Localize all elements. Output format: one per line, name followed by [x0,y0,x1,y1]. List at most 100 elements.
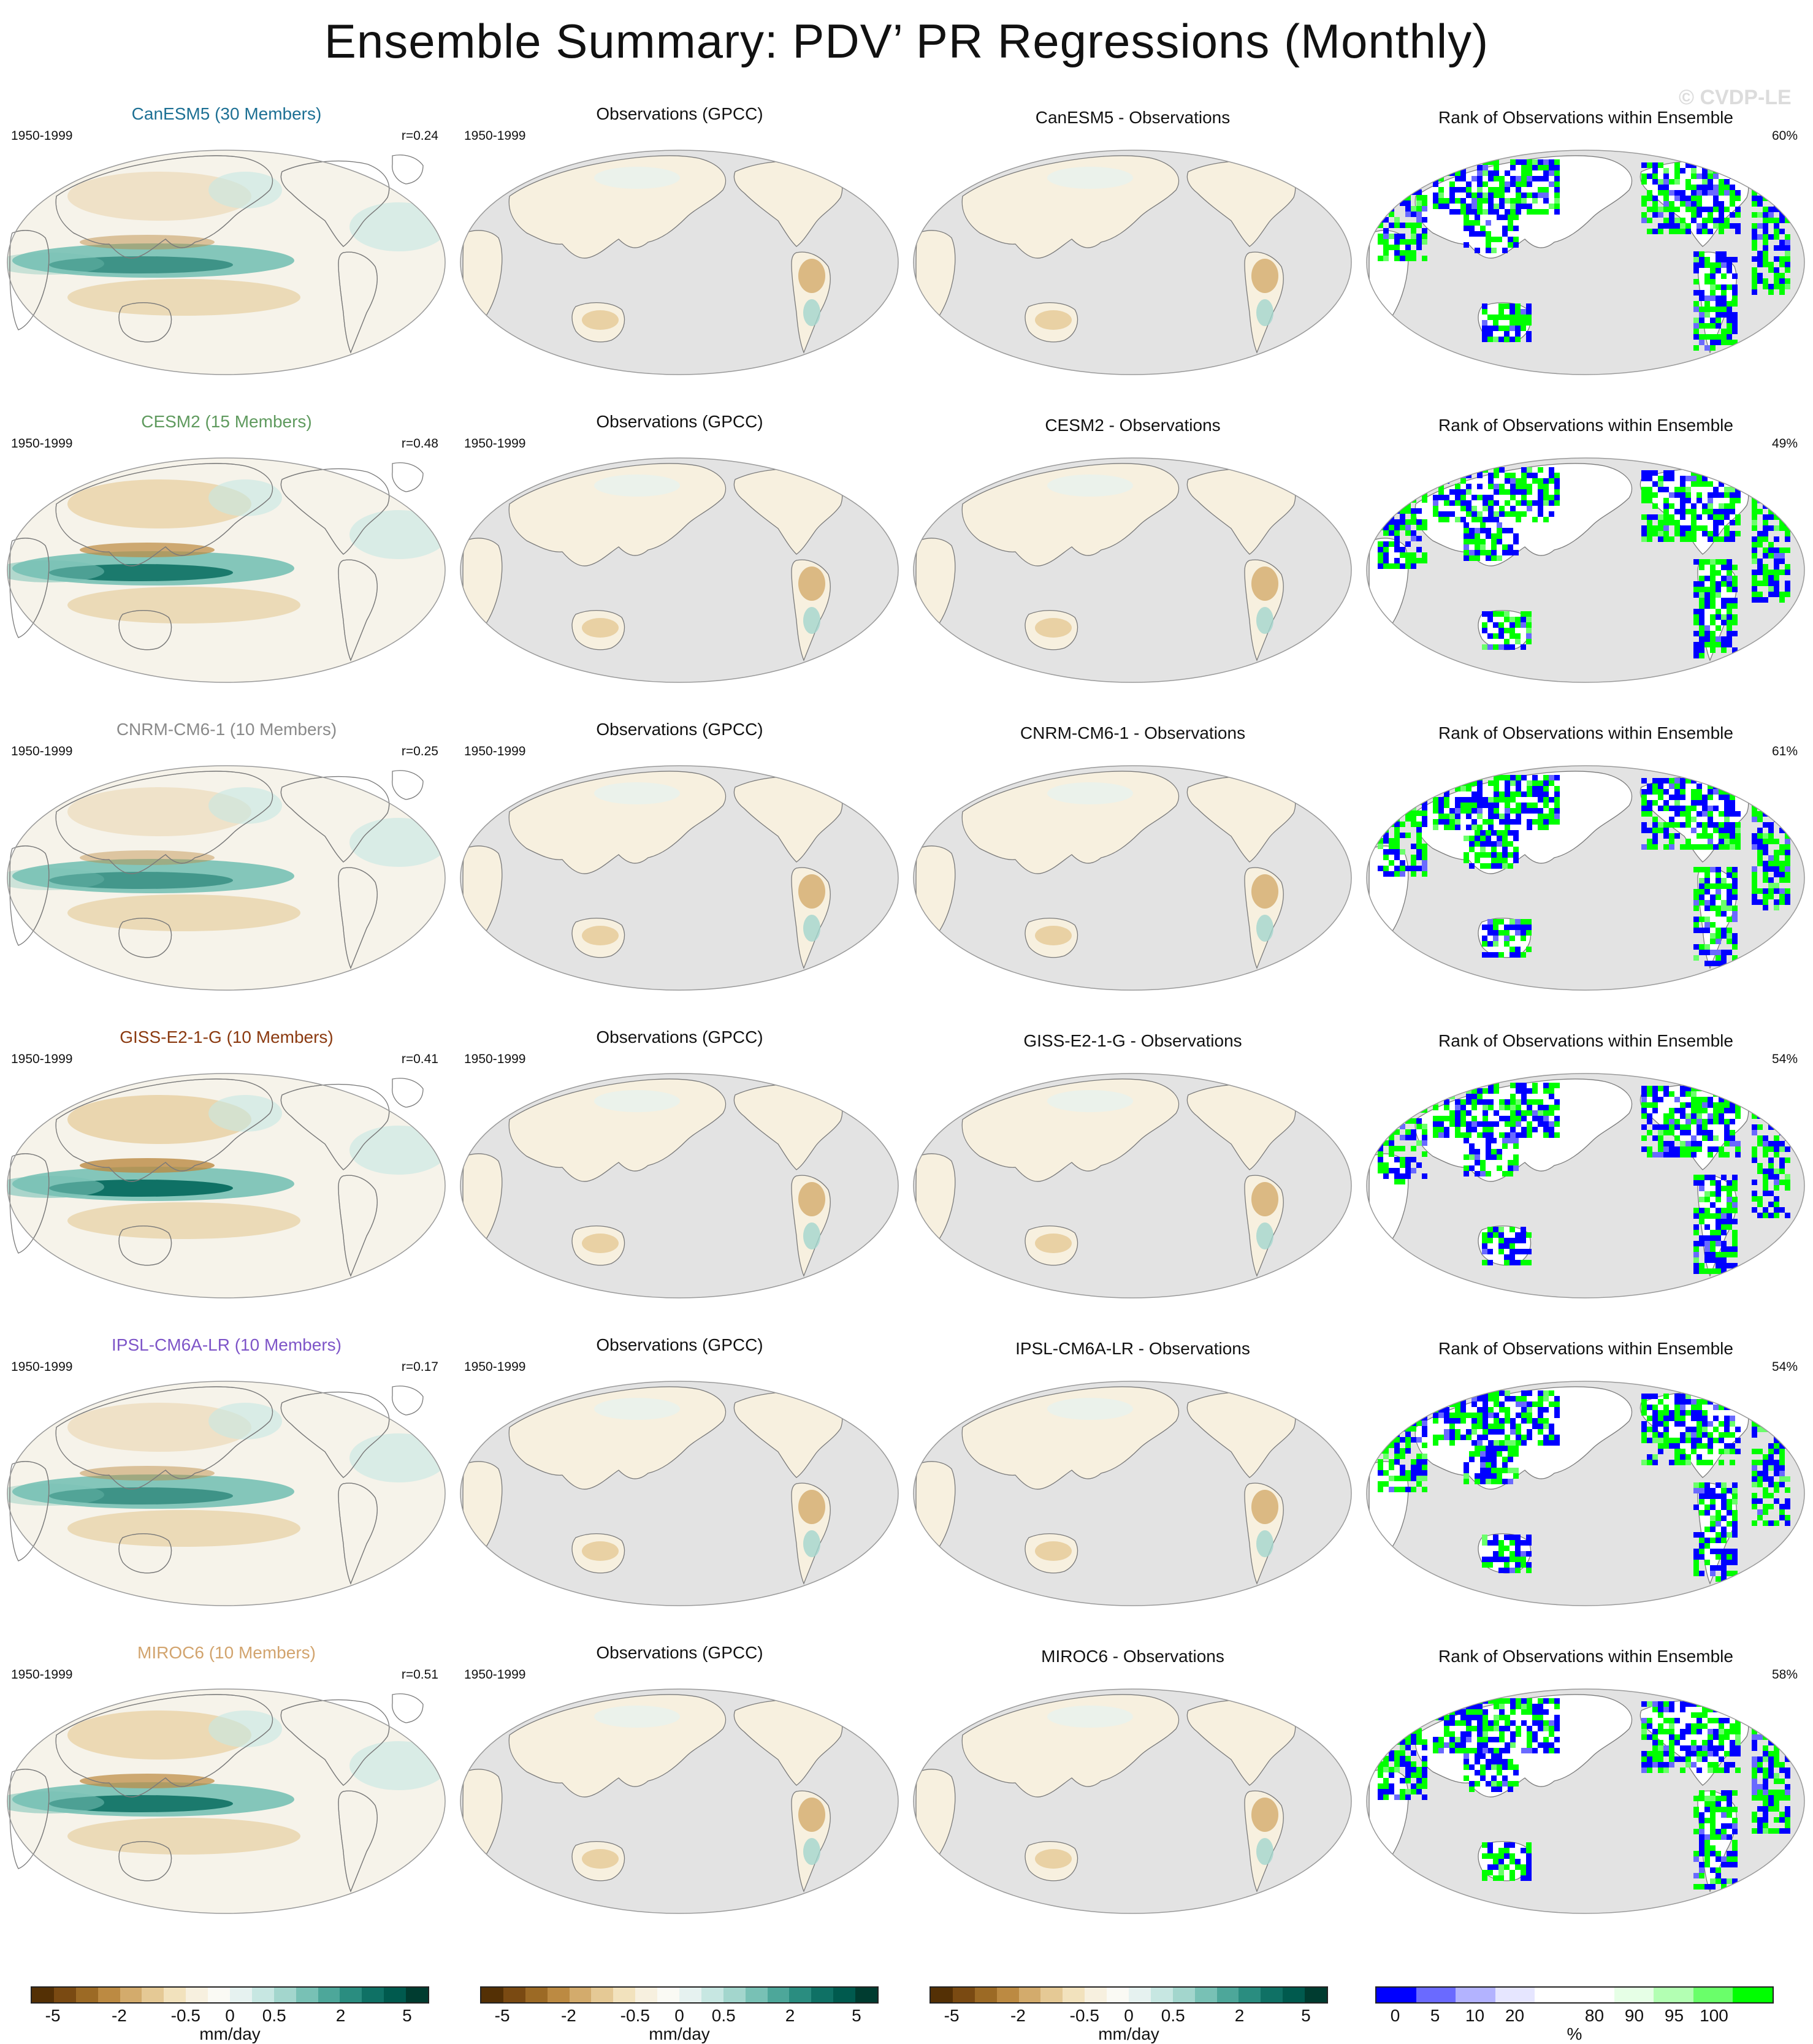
rank-cell [1460,1731,1466,1737]
rank-cell [1411,822,1416,827]
asia-europe-outline-overlay [55,1078,273,1182]
rank-cell [1543,1396,1549,1401]
rank-cell [1779,245,1785,251]
rank-cell [1444,797,1449,803]
rank-cell [1378,503,1383,508]
rank-cell [1488,1440,1494,1446]
panel-rank: Rank of Observations within Ensemble 54% [1359,1323,1812,1623]
rank-cell [1527,1390,1532,1396]
rank-cell [1510,204,1516,209]
rank-cell [1713,1751,1719,1756]
rank-cell [1554,803,1560,808]
rank-cell [1752,806,1757,811]
rank-cell [1411,1767,1416,1772]
rank-cell [1652,839,1658,844]
australia-anomaly [1035,1234,1072,1253]
rank-cell [1466,467,1471,473]
rank-cell [1663,1405,1669,1410]
amazon-dry-anomaly [798,1798,825,1832]
rank-cell [1526,1875,1532,1881]
rank-cell [1704,334,1710,340]
rank-cell [1487,611,1493,617]
rank-cell [1488,1429,1494,1435]
rank-cell [1704,307,1710,312]
rank-cell [1480,830,1486,836]
rank-cell [1680,1449,1685,1454]
rank-cell [1716,1186,1721,1191]
rank-cell [1526,337,1532,342]
rank-cell [1779,861,1785,866]
rank-cell [1732,1516,1738,1521]
rank-cell [1493,1864,1498,1870]
rank-cell [1674,168,1680,174]
rank-cell [1504,611,1510,617]
rank-cell [1647,498,1652,503]
rank-cell [1652,207,1658,212]
rank-cell [1727,889,1732,894]
rank-cell [1405,1118,1411,1124]
rank-cell [1727,1796,1732,1801]
rank-cell [1768,839,1774,844]
rank-cell [1704,625,1710,631]
rank-cell [1449,1742,1455,1748]
rank-cell [1708,1432,1713,1438]
rank-cell [1757,1213,1763,1218]
rank-cell [1378,805,1383,810]
rank-cell [1394,1767,1400,1772]
rank-cell [1486,836,1491,841]
rank-cell [1389,1124,1394,1129]
rank-cell [1697,514,1702,520]
rank-cell [1510,775,1516,780]
rank-cell [1497,1446,1502,1451]
rank-cell [1774,553,1779,559]
rank-cell [1693,944,1699,950]
rank-cell [1752,245,1757,251]
rank-cell [1785,570,1790,575]
rank-cell [1785,1180,1790,1185]
rank-cell [1713,207,1719,212]
rank-cell [1669,503,1674,509]
rank-cell [1510,1418,1516,1424]
rank-cell [1699,1186,1704,1191]
rank-cell [1504,1254,1510,1260]
panel-title: Rank of Observations within Ensemble [1438,1647,1733,1666]
rank-cell [1721,1482,1727,1488]
rank-cell [1732,323,1738,329]
rank-cell [1685,536,1691,542]
rank-cell [1521,1407,1527,1413]
rank-cell [1779,1762,1785,1768]
rank-cell [1708,1745,1713,1751]
colorbar-swatch [767,1988,790,2002]
rank-cell [1697,1438,1702,1443]
rank-cell [1680,1432,1685,1438]
colorbar-swatch [75,1988,98,2002]
rank-cell [1488,1698,1494,1704]
rank-cell [1469,1781,1475,1787]
period-label: 1950-1999 [464,744,526,758]
rank-cell [1674,778,1680,784]
rank-cell [1554,1715,1560,1720]
rank-cell [1477,1440,1483,1446]
rank-cell [1697,212,1702,218]
rank-cell [1710,565,1716,570]
rank-cell [1466,1748,1471,1753]
rank-cell [1487,1562,1493,1568]
rank-cell [1482,309,1487,315]
rank-cell [1691,476,1697,481]
rank-cell [1497,555,1502,561]
panel-title: IPSL-CM6A-LR (10 Members) [112,1335,342,1354]
rank-cell [1730,201,1735,207]
rank-cell [1647,1394,1652,1399]
rank-cell [1502,841,1508,847]
rank-cell [1652,1427,1658,1432]
rank-cell [1719,201,1724,207]
rank-cell [1378,1448,1383,1454]
rank-cell [1502,836,1508,841]
rank-cell [1732,867,1738,872]
rank-cell [1504,930,1510,936]
rank-cell [1510,1094,1516,1099]
rank-cell [1685,1410,1691,1416]
rank-cell [1502,1462,1508,1468]
rank-cell [1730,811,1735,817]
rank-cell [1516,187,1521,193]
